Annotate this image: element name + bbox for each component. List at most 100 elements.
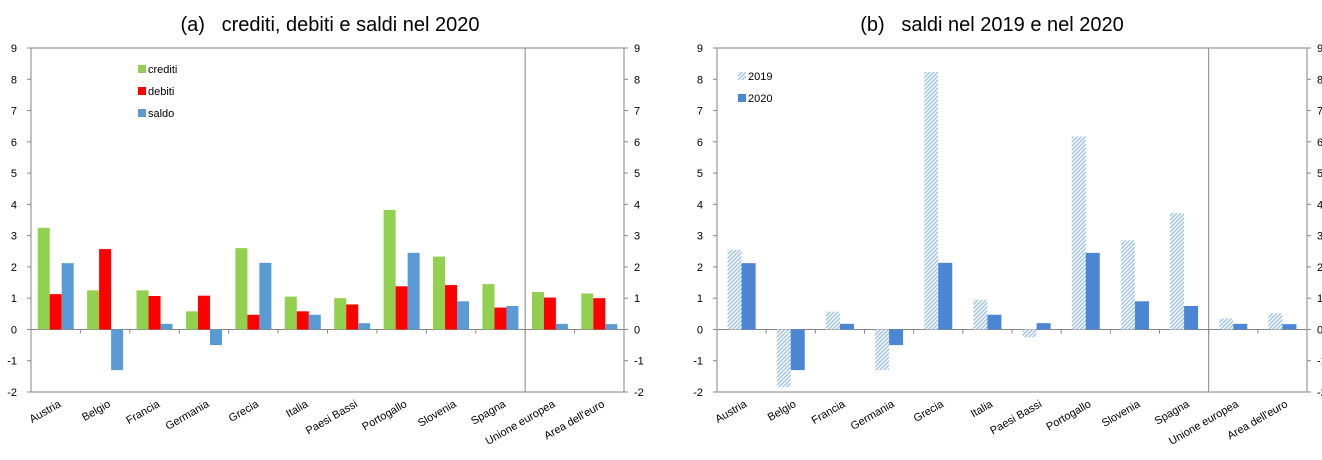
category-label: Italia <box>969 398 996 420</box>
bar-saldo-8 <box>457 301 470 330</box>
category-label: Portogallo <box>1044 398 1093 433</box>
bar-crediti-11 <box>581 293 594 330</box>
y-tick-label-right: 7 <box>634 106 640 118</box>
y-tick-label-left: 2 <box>697 262 703 274</box>
bar-2019-8 <box>1120 240 1135 330</box>
y-tick-label-right: 9 <box>1317 43 1322 55</box>
bar-crediti-9 <box>482 284 495 330</box>
bar-2020-6 <box>1036 323 1051 330</box>
bar-2019-2 <box>825 311 840 330</box>
y-tick-label-right: -1 <box>634 356 644 368</box>
bar-2020-10 <box>1233 323 1248 330</box>
bar-crediti-1 <box>87 290 100 330</box>
legend-swatch-2020 <box>738 94 746 102</box>
legend-swatch-debiti <box>138 87 146 95</box>
bar-2020-5 <box>987 314 1002 330</box>
plot-frame <box>30 47 625 393</box>
y-tick-label-right: 3 <box>1317 231 1322 243</box>
y-tick-label-right: 2 <box>634 262 640 274</box>
category-label: Francia <box>810 398 849 427</box>
bar-2019-6 <box>1022 329 1037 338</box>
y-tick-label-left: 1 <box>11 293 17 305</box>
bar-saldo-10 <box>555 323 568 330</box>
bar-debiti-3 <box>197 295 210 330</box>
bar-saldo-11 <box>605 324 618 330</box>
y-tick-label-right: 0 <box>1317 324 1322 336</box>
y-tick-label-right: 6 <box>634 137 640 149</box>
y-tick-label-left: 5 <box>697 168 703 180</box>
bar-saldo-5 <box>308 314 321 330</box>
y-tick-label-left: 5 <box>11 168 17 180</box>
y-tick-label-left: 0 <box>697 324 703 336</box>
y-tick-label-left: 0 <box>11 324 17 336</box>
bar-2019-10 <box>1219 318 1234 330</box>
bar-crediti-3 <box>185 311 198 330</box>
bar-saldo-7 <box>407 252 420 330</box>
chart-title-a: (a) crediti, debiti e saldi nel 2020 <box>180 14 480 36</box>
y-tick-label-right: 8 <box>634 74 640 86</box>
chart-b-svg: -2 -2 -1 -1 0 0 1 1 2 2 3 3 4 4 5 5 6 6 7 7 8 8 9 9 Austria Belgi… <box>693 43 1322 448</box>
bar-2020-8 <box>1134 301 1149 330</box>
y-tick-label-left: 3 <box>11 231 17 243</box>
chart-panel-a: (a) crediti, debiti e saldi nel 2020 -2 -… <box>0 0 660 460</box>
bar-debiti-8 <box>445 285 458 330</box>
y-tick-label-left: 8 <box>697 74 703 86</box>
legend-swatch-crediti <box>138 65 146 73</box>
legend-label-2020: 2020 <box>748 93 772 105</box>
bar-2019-11 <box>1268 313 1283 330</box>
y-tick-label-left: -2 <box>7 387 17 399</box>
bar-debiti-11 <box>593 298 606 330</box>
y-tick-label-right: 4 <box>1317 199 1322 211</box>
bar-2020-2 <box>839 323 854 330</box>
y-tick-label-right: -2 <box>1317 387 1322 399</box>
bar-2019-9 <box>1170 213 1185 330</box>
y-tick-label-left: -2 <box>693 387 703 399</box>
chart-a-svg: -2 -2 -1 -1 0 0 1 1 2 2 3 3 4 4 5 5 6 6 7 7 8 8 9 9 Austria Belgi… <box>7 43 644 448</box>
bar-saldo-3 <box>209 329 222 346</box>
y-tick-label-left: -1 <box>7 356 17 368</box>
chart-panel-b: (b) saldi nel 2019 e nel 2020 -2 -2 -1 -1 0 0… <box>662 0 1322 460</box>
legend-label-saldo: saldo <box>148 108 174 120</box>
bar-saldo-9 <box>506 306 519 330</box>
category-label: Paesi Bassi <box>304 398 360 437</box>
bar-2020-3 <box>889 329 904 346</box>
bar-2019-4 <box>924 72 939 330</box>
bar-saldo-1 <box>111 329 124 371</box>
category-label: Grecia <box>227 398 262 425</box>
y-tick-label-right: 5 <box>634 168 640 180</box>
y-tick-label-right: 5 <box>1317 168 1322 180</box>
y-tick-label-right: -2 <box>634 387 644 399</box>
bar-2020-0 <box>741 263 756 330</box>
bar-2020-1 <box>790 329 805 371</box>
bar-debiti-5 <box>296 311 309 330</box>
y-tick-label-right: 8 <box>1317 74 1322 86</box>
bar-debiti-2 <box>148 295 161 330</box>
category-label: Spagna <box>469 398 509 428</box>
category-label: Paesi Bassi <box>988 398 1044 437</box>
bar-debiti-6 <box>346 304 359 330</box>
bar-2020-9 <box>1184 306 1199 330</box>
bar-crediti-7 <box>383 209 396 330</box>
legend-swatch-2019 <box>738 72 746 80</box>
y-tick-label-left: 9 <box>11 43 17 55</box>
bar-debiti-9 <box>494 307 507 330</box>
category-label: Francia <box>124 398 163 427</box>
y-tick-label-right: 9 <box>634 43 640 55</box>
y-tick-label-right: 2 <box>1317 262 1322 274</box>
bar-debiti-7 <box>395 286 408 330</box>
bar-crediti-4 <box>235 248 248 330</box>
y-tick-label-right: 4 <box>634 199 640 211</box>
category-label: Portogallo <box>360 398 409 433</box>
bar-2020-7 <box>1085 252 1100 330</box>
category-label: Belgio <box>80 398 112 424</box>
category-label: Austria <box>28 398 64 426</box>
y-tick-label-right: 1 <box>634 293 640 305</box>
legend: 2019 2020 <box>738 71 772 105</box>
bar-2019-7 <box>1071 136 1086 330</box>
bar-2019-1 <box>776 329 791 388</box>
y-tick-label-left: 9 <box>697 43 703 55</box>
bar-debiti-10 <box>543 297 556 330</box>
y-tick-label-right: -1 <box>1317 356 1322 368</box>
y-tick-label-right: 6 <box>1317 137 1322 149</box>
bar-2020-4 <box>938 262 953 330</box>
